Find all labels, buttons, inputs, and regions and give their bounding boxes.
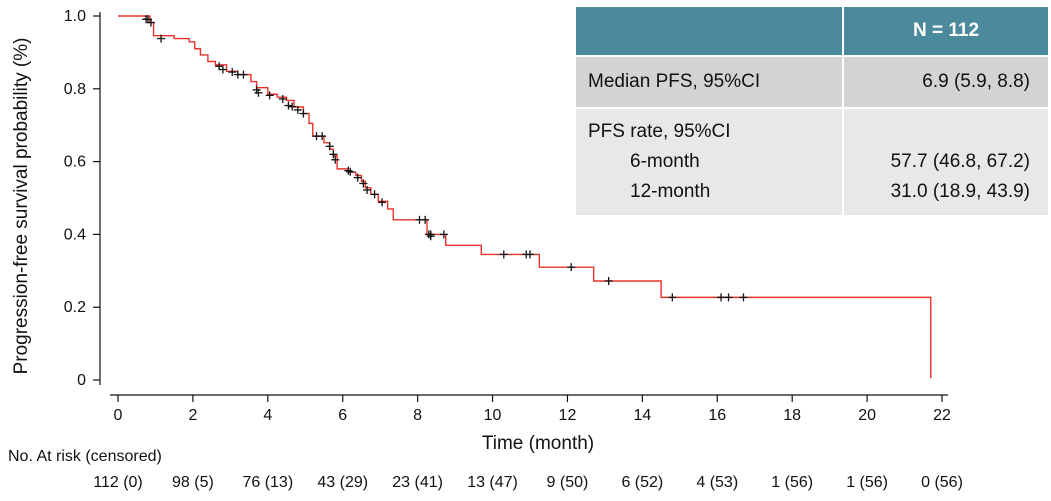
censor-mark bbox=[346, 167, 355, 176]
censor-mark bbox=[325, 142, 334, 151]
risk-value: 4 (53) bbox=[696, 474, 738, 491]
censor-mark bbox=[421, 215, 430, 224]
y-tick-label: 0.2 bbox=[64, 299, 86, 316]
risk-value: 13 (47) bbox=[467, 474, 518, 491]
y-tick-label: 0.6 bbox=[64, 154, 86, 171]
y-tick-label: 1.0 bbox=[64, 8, 86, 25]
risk-value: 9 (50) bbox=[547, 474, 589, 491]
censor-mark bbox=[239, 70, 248, 79]
censor-mark bbox=[353, 173, 362, 182]
median-row: Median PFS, 95%CI 6.9 (5.9, 8.8) bbox=[576, 55, 1048, 108]
x-tick-label: 16 bbox=[708, 407, 726, 424]
censor-mark bbox=[146, 18, 155, 27]
censor-mark bbox=[284, 101, 293, 110]
censor-mark bbox=[717, 293, 726, 302]
x-axis-title: Time (month) bbox=[482, 433, 594, 454]
risk-value: 0 (56) bbox=[921, 474, 963, 491]
censor-mark bbox=[567, 263, 576, 272]
rate-6-label: 6-month bbox=[630, 151, 700, 172]
rate-12-value: 31.0 (18.9, 43.9) bbox=[890, 181, 1030, 202]
censor-mark bbox=[278, 94, 287, 103]
median-label: Median PFS, 95%CI bbox=[576, 55, 843, 108]
censor-mark bbox=[363, 185, 372, 194]
rate-12-label: 12-month bbox=[630, 181, 711, 202]
x-tick-label: 4 bbox=[263, 407, 272, 424]
censor-mark bbox=[499, 250, 508, 259]
sample-size: N = 112 bbox=[842, 7, 1048, 56]
risk-value: 43 (29) bbox=[317, 474, 368, 491]
rate-row: PFS rate, 95%CI 6-month 12-month 57.7 (4… bbox=[576, 107, 1048, 215]
censor-mark bbox=[218, 65, 227, 74]
y-tick-label: 0 bbox=[77, 372, 86, 389]
censor-mark bbox=[426, 232, 435, 241]
censor-mark bbox=[157, 34, 166, 43]
censor-mark bbox=[526, 250, 534, 259]
y-tick-label: 0.8 bbox=[64, 81, 86, 98]
x-tick-label: 20 bbox=[858, 407, 876, 424]
x-tick-label: 8 bbox=[413, 407, 422, 424]
risk-value: 23 (41) bbox=[392, 474, 443, 491]
axes bbox=[99, 12, 948, 396]
y-tick-label: 0.4 bbox=[64, 226, 86, 243]
risk-value: 6 (52) bbox=[621, 474, 663, 491]
x-tick-label: 22 bbox=[933, 407, 951, 424]
x-tick-label: 18 bbox=[783, 407, 801, 424]
stats-table: N = 112 Median PFS, 95%CI 6.9 (5.9, 8.8)… bbox=[576, 7, 1048, 215]
censor-mark bbox=[299, 109, 308, 118]
censor-mark bbox=[739, 293, 748, 302]
stats-header-empty bbox=[576, 7, 843, 56]
censor-mark bbox=[228, 68, 237, 77]
rate-values: 57.7 (46.8, 67.2) 31.0 (18.9, 43.9) bbox=[842, 107, 1048, 215]
x-tick-label: 14 bbox=[633, 407, 651, 424]
rate-label: PFS rate, 95%CI bbox=[588, 121, 731, 142]
censor-marks bbox=[142, 15, 748, 302]
x-tick-label: 12 bbox=[559, 407, 577, 424]
y-axis-title: Progression-free survival probability (%… bbox=[11, 38, 32, 375]
risk-value: 1 (56) bbox=[771, 474, 813, 491]
censor-mark bbox=[254, 88, 263, 97]
risk-value: 1 (56) bbox=[846, 474, 888, 491]
median-value: 6.9 (5.9, 8.8) bbox=[842, 55, 1048, 108]
risk-value: 98 (5) bbox=[172, 474, 214, 491]
rate-blank bbox=[844, 117, 1030, 147]
censor-mark bbox=[439, 230, 448, 239]
censor-mark bbox=[370, 190, 379, 199]
x-tick-label: 0 bbox=[114, 407, 123, 424]
risk-table-label: No. At risk (censored) bbox=[8, 448, 162, 465]
risk-value: 76 (13) bbox=[242, 474, 293, 491]
censor-mark bbox=[288, 102, 297, 111]
x-ticks: 0 2 4 6 8 10 12 14 16 18 20 22 bbox=[114, 395, 951, 424]
censor-mark bbox=[344, 166, 353, 175]
rate-labels: PFS rate, 95%CI 6-month 12-month bbox=[576, 107, 843, 215]
rate-6-value: 57.7 (46.8, 67.2) bbox=[890, 151, 1030, 172]
risk-values: 112 (0) 98 (5) 76 (13) 43 (29) 23 (41) 13 (47… bbox=[93, 474, 963, 491]
stats-header-row: N = 112 bbox=[576, 7, 1048, 56]
censor-mark bbox=[293, 105, 302, 114]
x-tick-label: 6 bbox=[338, 407, 347, 424]
y-ticks: 0 0.2 0.4 0.6 0.8 1.0 bbox=[64, 8, 100, 389]
censor-mark bbox=[359, 179, 368, 188]
risk-value: 112 (0) bbox=[93, 474, 143, 491]
censor-mark bbox=[378, 198, 387, 207]
censor-mark bbox=[329, 150, 338, 159]
censor-mark bbox=[318, 132, 327, 141]
censor-mark bbox=[331, 155, 340, 164]
censor-mark bbox=[265, 91, 274, 100]
censor-mark bbox=[724, 293, 733, 302]
censor-mark bbox=[604, 276, 613, 285]
x-tick-label: 10 bbox=[484, 407, 502, 424]
censor-mark bbox=[668, 293, 677, 302]
x-tick-label: 2 bbox=[188, 407, 197, 424]
